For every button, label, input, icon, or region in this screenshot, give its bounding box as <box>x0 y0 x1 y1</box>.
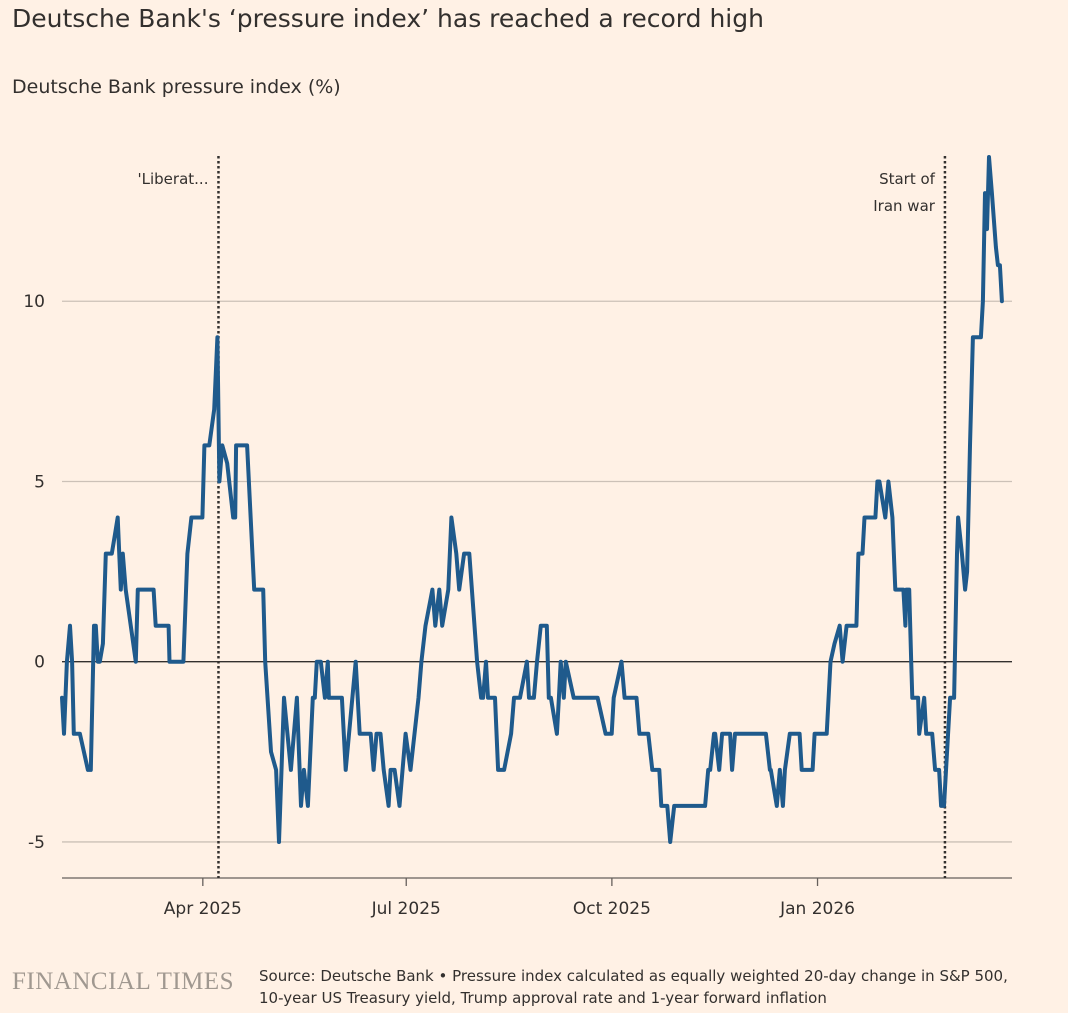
source-line-2: 10-year US Treasury yield, Trump approva… <box>259 989 827 1007</box>
gridlines <box>62 300 1012 843</box>
annotation-label: 'Liberat... <box>138 170 209 188</box>
y-tick-label: 5 <box>34 472 45 492</box>
x-tick-label: Jul 2025 <box>371 899 441 919</box>
series-layer <box>60 155 1004 844</box>
y-tick-label: 0 <box>34 653 45 673</box>
chart-title: Deutsche Bank's ‘pressure index’ has rea… <box>12 4 764 33</box>
x-tick-label: Oct 2025 <box>573 899 651 919</box>
y-tick-label: 10 <box>23 292 45 312</box>
source-line-1: Source: Deutsche Bank • Pressure index c… <box>259 967 1008 985</box>
source-note: Source: Deutsche Bank • Pressure index c… <box>259 965 1059 1009</box>
ft-logo: FINANCIAL TIMES <box>12 968 235 995</box>
x-axis: Apr 2025 Jul 2025 Oct 2025 Jan 2026 <box>62 877 1012 919</box>
annotations: 'Liberat... Start of Iran war <box>138 156 947 878</box>
x-tick-label: Jan 2026 <box>779 899 855 919</box>
annotation-label: Iran war <box>873 197 936 215</box>
y-tick-label: -5 <box>28 833 45 853</box>
chart-subtitle: Deutsche Bank pressure index (%) <box>12 76 341 98</box>
y-axis-ticks: -5 0 5 10 <box>23 292 45 853</box>
series-line-pressure-index <box>60 155 1004 844</box>
annotation-label: Start of <box>879 170 936 188</box>
x-tick-label: Apr 2025 <box>164 899 242 919</box>
